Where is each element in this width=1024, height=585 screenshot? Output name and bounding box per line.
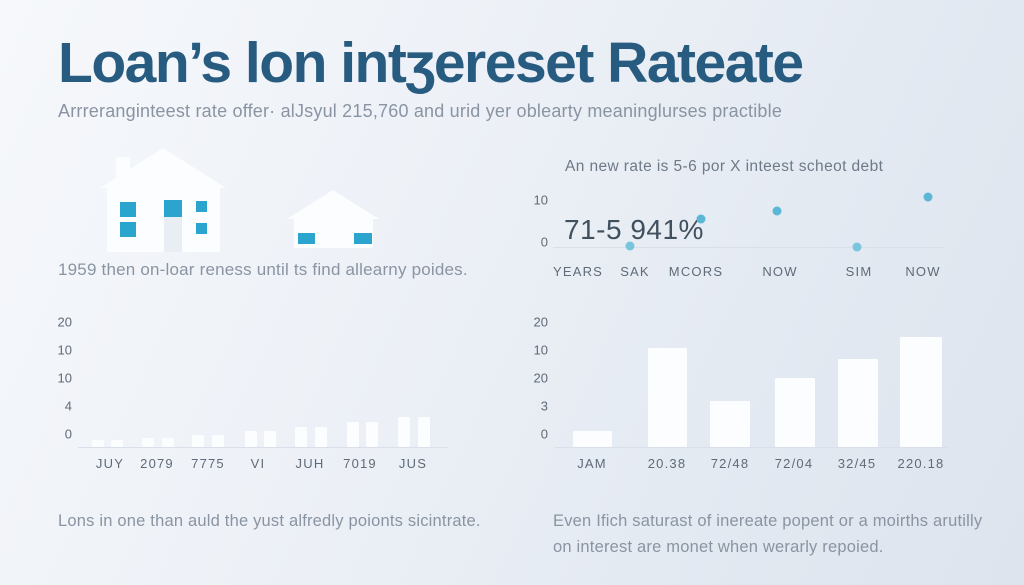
scatter-chart-category-label-3: NOW <box>762 264 798 279</box>
left-bar-chart-bar-1-0 <box>142 438 154 447</box>
left-bar-chart-category-label-6: JUS <box>398 456 428 471</box>
right-bar-chart-category-label-5: 220.18 <box>897 456 945 471</box>
right-bar-chart-bar-5 <box>900 337 942 447</box>
left-bar-chart-axis-line <box>78 447 448 448</box>
scatter-chart-category-label-5: NOW <box>905 264 941 279</box>
left-bar-chart-category-label-2: 7775 <box>191 456 225 471</box>
right-bar-chart-bar-1 <box>648 348 687 447</box>
scatter-chart-title: An new rate is 5-6 por X inteest scheot … <box>565 158 884 175</box>
scatter-chart-ytick-0: 10 <box>533 192 548 208</box>
left-bar-chart-bar-4-0 <box>295 427 307 447</box>
left-bar-chart-bar-5-0 <box>347 422 359 447</box>
left-footer-caption: Lons in one than auld the yust alfredly … <box>58 512 481 530</box>
large-house-icon <box>100 148 226 252</box>
right-bar-chart-ytick-4: 0 <box>540 426 548 442</box>
big-stat-value: 71-5 941% <box>564 214 704 245</box>
right-bar-chart-category-label-2: 72/48 <box>710 456 750 471</box>
right-bar-chart-ytick-3: 3 <box>540 398 548 414</box>
scatter-chart-point-1 <box>696 214 706 224</box>
scatter-chart-category-label-0: YEARS <box>552 264 604 279</box>
page-subtitle: Arrreranginteest rate offer· alJsyul 215… <box>58 101 783 121</box>
scatter-chart-point-2 <box>772 206 782 216</box>
left-bar-chart-ytick-4: 0 <box>64 426 72 442</box>
left-bar-chart-bar-2-1 <box>212 435 224 447</box>
left-bar-chart-ytick-0: 20 <box>57 314 72 330</box>
left-bar-chart-category-label-4: JUH <box>295 456 325 471</box>
right-bar-chart-bar-3 <box>775 378 815 447</box>
left-bar-chart-ytick-2: 10 <box>57 370 72 386</box>
left-bar-chart-bar-4-1 <box>315 427 327 447</box>
scatter-chart-category-label-2: MCORS <box>668 264 724 279</box>
right-bar-chart-ytick-2: 20 <box>533 370 548 386</box>
page-title: Loan’s lon intʒereset Rateate <box>58 31 804 95</box>
right-bar-chart-axis-line <box>555 447 948 448</box>
right-bar-chart-bar-4 <box>838 359 878 447</box>
left-bar-chart-bar-6-1 <box>418 417 430 447</box>
right-bar-chart-bar-2 <box>710 401 750 447</box>
right-bar-chart-category-label-1: 20.38 <box>647 456 687 471</box>
right-bar-chart-bar-0 <box>573 431 612 447</box>
left-bar-chart-category-label-1: 2079 <box>140 456 174 471</box>
right-bar-chart-ytick-0: 20 <box>533 314 548 330</box>
scatter-chart-point-0 <box>625 241 635 251</box>
left-bar-chart-category-label-3: VI <box>250 456 266 471</box>
left-bar-chart-bar-3-0 <box>245 431 257 447</box>
houses-caption: 1959 then on-loar reness until ts find a… <box>58 260 468 279</box>
right-footer-caption: Even Ifich saturast of inereate popent o… <box>553 508 982 560</box>
scatter-chart-category-label-1: SAK <box>620 264 650 279</box>
scatter-chart-category-label-4: SIM <box>845 264 873 279</box>
left-bar-chart-bar-1-1 <box>162 438 174 447</box>
scatter-chart-point-3 <box>852 242 862 252</box>
right-bar-chart-category-label-0: JAM <box>577 456 607 471</box>
left-bar-chart-ytick-1: 10 <box>57 342 72 358</box>
scatter-chart-point-4 <box>923 192 933 202</box>
left-bar-chart-category-label-0: JUY <box>95 456 125 471</box>
small-house-icon <box>287 190 379 248</box>
right-bar-chart-category-label-4: 32/45 <box>837 456 877 471</box>
right-footer-line2: on interest are monet when werarly repoi… <box>553 538 884 556</box>
left-bar-chart-bar-3-1 <box>264 431 276 447</box>
left-bar-chart-bar-2-0 <box>192 435 204 447</box>
right-footer-line1: Even Ifich saturast of inereate popent o… <box>553 512 983 530</box>
right-bar-chart-category-label-3: 72/04 <box>774 456 814 471</box>
scatter-chart-ytick-1: 0 <box>540 234 548 250</box>
left-bar-chart-bar-0-0 <box>92 440 104 447</box>
scatter-chart-axis-line <box>553 247 945 248</box>
left-bar-chart-ytick-3: 4 <box>64 398 72 414</box>
left-bar-chart-category-label-5: 7019 <box>343 456 377 471</box>
left-bar-chart-bar-0-1 <box>111 440 123 447</box>
left-bar-chart-bar-6-0 <box>398 417 410 447</box>
right-bar-chart-ytick-1: 10 <box>533 342 548 358</box>
left-bar-chart-bar-5-1 <box>366 422 378 447</box>
